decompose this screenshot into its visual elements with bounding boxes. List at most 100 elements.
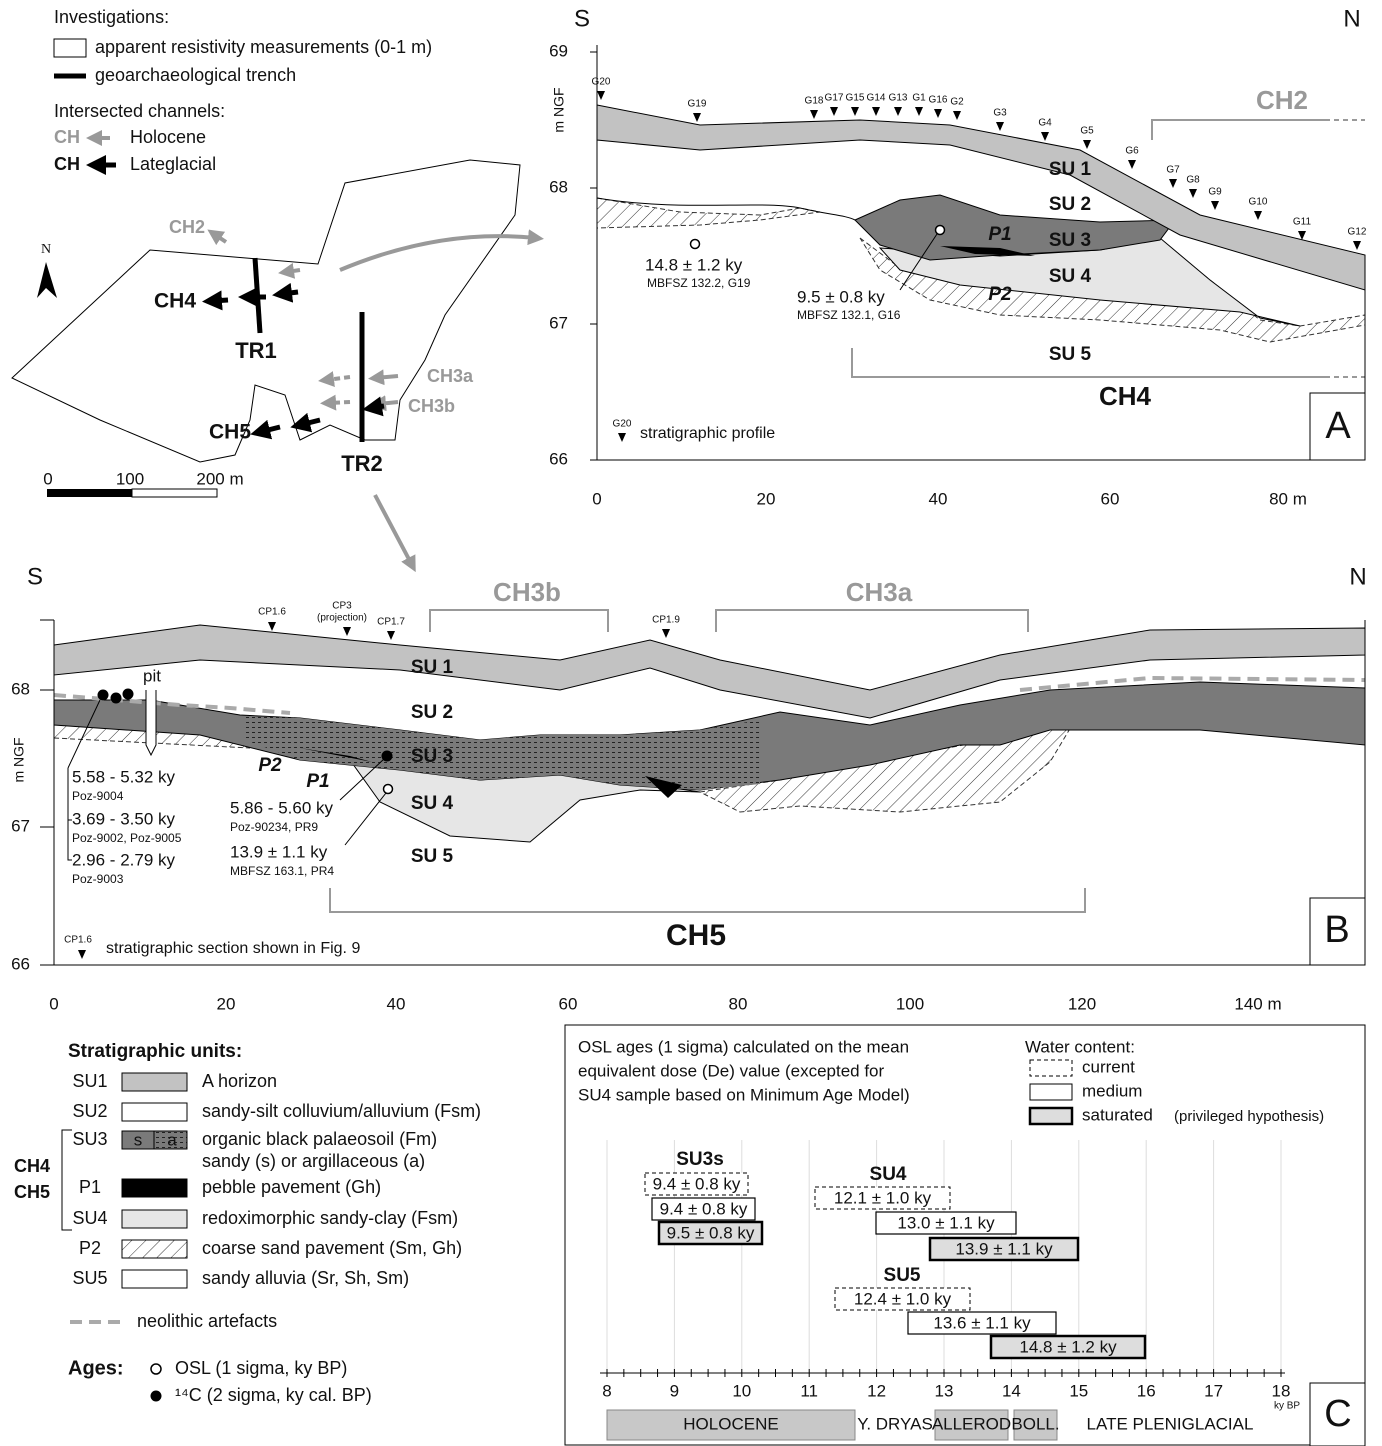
label: coarse sand pavement (Sm, Gh) xyxy=(202,1238,462,1258)
label: 140 m xyxy=(1234,994,1281,1013)
site-map xyxy=(11,159,544,573)
label: geoarchaeological trench xyxy=(95,65,296,85)
label: 14.8 ± 1.2 ky xyxy=(1019,1337,1117,1356)
label: G15 xyxy=(846,93,865,104)
label: SU 1 xyxy=(411,657,454,678)
label: 40 xyxy=(387,994,406,1013)
label: 67 xyxy=(11,816,30,835)
label: B xyxy=(1324,909,1349,951)
label: equivalent dose (De) value (excepted for xyxy=(578,1061,885,1080)
profile-marker xyxy=(872,107,880,116)
label: ALLEROD xyxy=(932,1414,1011,1433)
label: 5.86 - 5.60 ky xyxy=(230,798,334,817)
profile-marker xyxy=(78,950,86,959)
label: 66 xyxy=(549,449,568,468)
panel-b xyxy=(40,609,1366,966)
profile-marker xyxy=(915,107,923,116)
label: G12 xyxy=(1348,227,1367,238)
profile-marker xyxy=(1169,179,1177,188)
profile-marker xyxy=(996,122,1004,131)
label: Holocene xyxy=(130,127,206,147)
label: 80 m xyxy=(1269,489,1307,508)
profile-marker xyxy=(343,627,351,636)
age-box xyxy=(657,1220,764,1246)
label: 13.9 ± 1.1 ky xyxy=(955,1239,1053,1258)
label: 12.4 ± 1.0 ky xyxy=(854,1289,952,1308)
label: Water content: xyxy=(1025,1037,1135,1056)
profile-marker xyxy=(851,107,859,116)
label: Poz-9002, Poz-9005 xyxy=(72,831,182,845)
label: SU5 xyxy=(72,1268,107,1288)
label: 67 xyxy=(549,313,568,332)
label: SU 5 xyxy=(411,846,454,867)
label: 3.69 - 3.50 ky xyxy=(72,809,176,828)
label: MBFSZ 163.1, PR4 xyxy=(230,864,334,878)
label: 2.96 - 2.79 ky xyxy=(72,850,176,869)
period-bar xyxy=(1013,1409,1058,1441)
profile-marker xyxy=(1041,132,1049,141)
label: MBFSZ 132.1, G16 xyxy=(797,308,901,322)
label: sandy (s) or argillaceous (a) xyxy=(202,1151,425,1171)
label: a xyxy=(167,1130,177,1149)
label: apparent resistivity measurements (0-1 m… xyxy=(95,37,432,57)
label: 16 xyxy=(1137,1381,1156,1400)
age-box xyxy=(875,1211,1017,1235)
label: G4 xyxy=(1038,118,1052,129)
label: G3 xyxy=(993,108,1007,119)
profile-marker xyxy=(662,629,670,638)
label: SU2 xyxy=(72,1101,107,1121)
label: CP1.6 xyxy=(64,935,92,946)
label: CH4 xyxy=(154,290,196,313)
profile-marker xyxy=(1128,160,1136,169)
label: G10 xyxy=(1249,197,1268,208)
label: 200 m xyxy=(196,469,243,488)
label: 14.8 ± 1.2 ky xyxy=(645,255,743,274)
label: CP1.6 xyxy=(258,607,286,618)
label: saturated xyxy=(1082,1105,1153,1124)
age-box xyxy=(989,1334,1147,1360)
profile-marker xyxy=(894,107,902,116)
label: CH xyxy=(54,127,80,147)
label: 69 xyxy=(549,41,568,60)
label: 100 xyxy=(896,994,924,1013)
label: medium xyxy=(1082,1081,1142,1100)
label: current xyxy=(1082,1057,1135,1076)
profile-marker xyxy=(1254,211,1262,220)
label: CH3a xyxy=(427,366,474,386)
label: TR2 xyxy=(341,451,383,476)
label: Ages: xyxy=(68,1357,124,1379)
label: N xyxy=(41,242,51,257)
label: Y. DRYAS xyxy=(857,1414,933,1433)
label: A horizon xyxy=(202,1071,277,1091)
label: P1 xyxy=(79,1177,101,1197)
label: CH xyxy=(54,154,80,174)
label: 13.9 ± 1.1 ky xyxy=(230,842,328,861)
period-bar xyxy=(934,1409,1009,1441)
label: 9.4 ± 0.8 ky xyxy=(660,1199,748,1218)
profile-marker xyxy=(953,111,961,120)
label: SU 2 xyxy=(1049,194,1091,215)
period-bar xyxy=(606,1409,856,1441)
label: C xyxy=(1324,1393,1351,1435)
label: SU4 xyxy=(72,1208,107,1228)
label: 40 xyxy=(929,489,948,508)
label: 10 xyxy=(732,1381,751,1400)
profile-marker xyxy=(830,107,838,116)
label: CP1.7 xyxy=(377,617,405,628)
label: 13.6 ± 1.1 ky xyxy=(933,1313,1031,1332)
label: P2 xyxy=(988,284,1012,305)
label: 12.1 ± 1.0 ky xyxy=(834,1188,932,1207)
label: 18 xyxy=(1272,1381,1291,1400)
label: SU5 xyxy=(884,1265,921,1286)
label: 100 xyxy=(116,469,144,488)
panel-a xyxy=(596,45,1366,461)
label: SU 4 xyxy=(411,793,454,814)
label: pit xyxy=(143,666,161,685)
profile-marker xyxy=(597,91,605,100)
age-box xyxy=(834,1287,971,1311)
label: SU 4 xyxy=(1049,266,1092,287)
label: ky BP xyxy=(1274,1401,1300,1412)
label: G18 xyxy=(805,96,824,107)
label: N xyxy=(1343,5,1360,32)
label: N xyxy=(1349,563,1366,590)
